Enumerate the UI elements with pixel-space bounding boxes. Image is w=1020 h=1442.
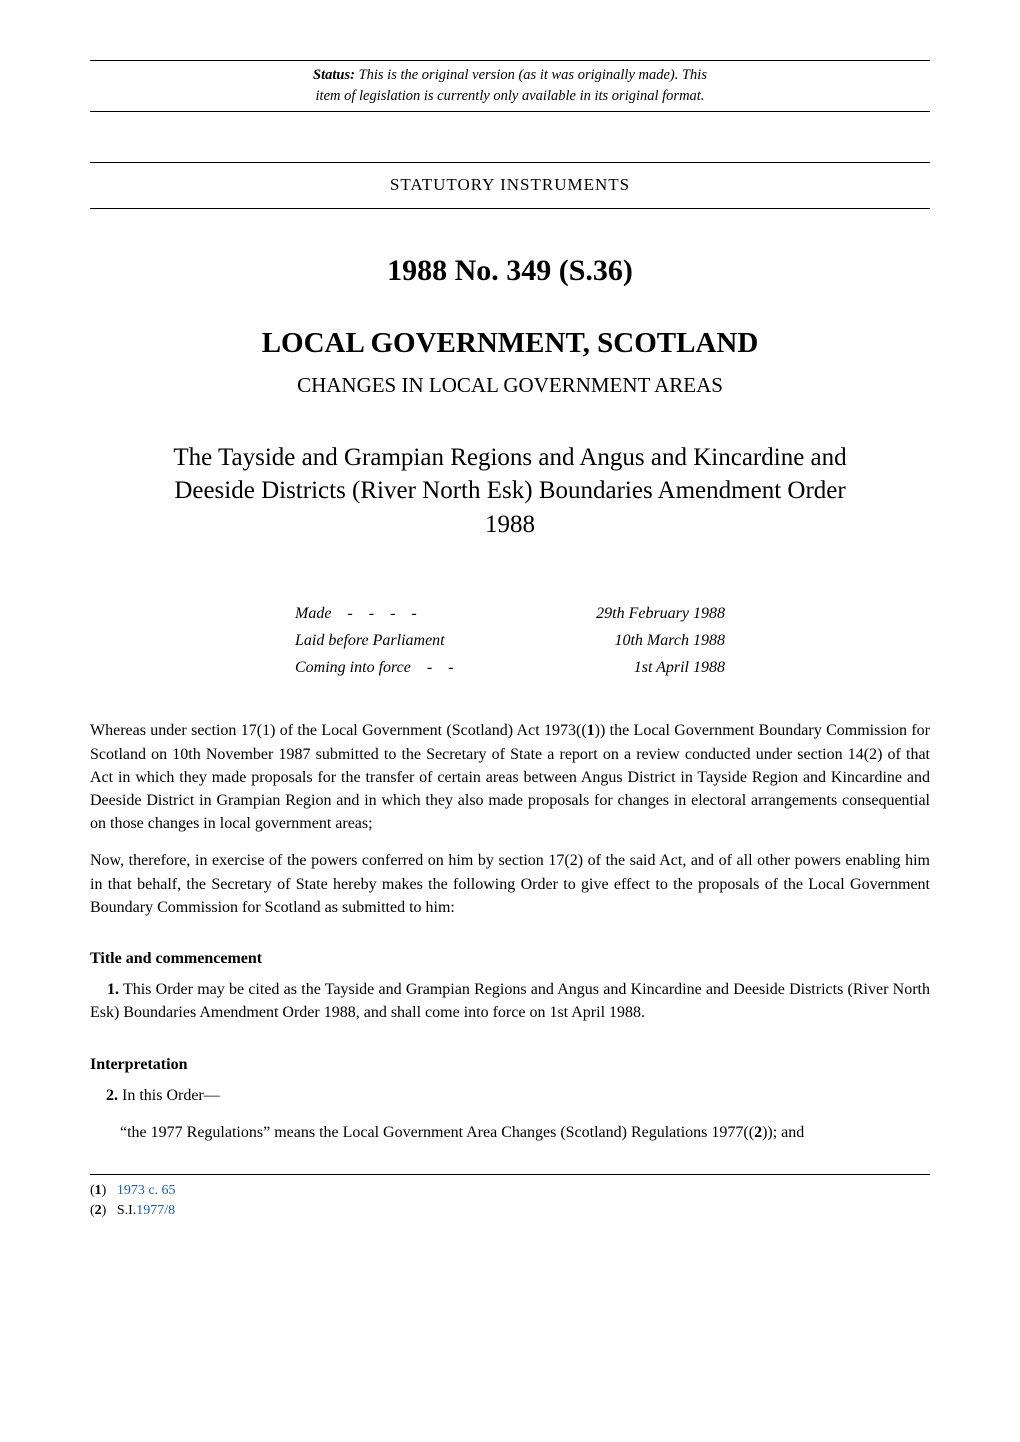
status-line2: item of legislation is currently only av… bbox=[316, 88, 705, 104]
date-row-force: Coming into force - - 1st April 1988 bbox=[295, 656, 725, 679]
made-value: 29th February 1988 bbox=[596, 602, 725, 625]
made-label: Made - - - - bbox=[295, 602, 417, 625]
force-value: 1st April 1988 bbox=[634, 656, 725, 679]
para-2-body: In this Order— bbox=[118, 1087, 220, 1104]
para-2-quote-b: )); and bbox=[762, 1124, 804, 1141]
footnote-ref-1: 1 bbox=[587, 722, 595, 739]
footnote-rule bbox=[90, 1174, 930, 1175]
para-2-num: 2. bbox=[106, 1087, 118, 1104]
force-label: Coming into force - - bbox=[295, 656, 454, 679]
footnote-2-num: 2 bbox=[95, 1203, 102, 1218]
status-line1: This is the original version (as it was … bbox=[355, 67, 707, 83]
para-1-num: 1. bbox=[107, 981, 119, 998]
laid-label: Laid before Parliament bbox=[295, 629, 445, 652]
subject-title: CHANGES IN LOCAL GOVERNMENT AREAS bbox=[90, 370, 930, 400]
footnote-1-link[interactable]: 1973 c. 65 bbox=[117, 1183, 176, 1198]
para-2-quote: “the 1977 Regulations” means the Local G… bbox=[120, 1121, 930, 1144]
para-2: 2. In this Order— bbox=[90, 1084, 930, 1107]
department-title: LOCAL GOVERNMENT, SCOTLAND bbox=[90, 322, 930, 364]
status-box: Status: This is the original version (as… bbox=[90, 60, 930, 112]
footnote-ref-2: 2 bbox=[754, 1124, 762, 1141]
order-number: 1988 No. 349 (S.36) bbox=[90, 249, 930, 293]
footnote-1-num: 1 bbox=[95, 1183, 102, 1198]
date-row-laid: Laid before Parliament 10th March 1988 bbox=[295, 629, 725, 652]
heading-interpretation: Interpretation bbox=[90, 1053, 930, 1076]
statutory-instruments-line: STATUTORY INSTRUMENTS bbox=[90, 162, 930, 209]
footnote-ref-2-num: 2 bbox=[754, 1124, 762, 1141]
order-title: The Tayside and Grampian Regions and Ang… bbox=[170, 441, 850, 542]
footnote-ref-1-num: 1 bbox=[587, 722, 595, 739]
status-label: Status: bbox=[313, 67, 355, 83]
heading-title-commencement: Title and commencement bbox=[90, 947, 930, 970]
footnote-2-link[interactable]: 1977/8 bbox=[136, 1203, 175, 1218]
date-row-made: Made - - - - 29th February 1988 bbox=[295, 602, 725, 625]
laid-value: 10th March 1988 bbox=[614, 629, 725, 652]
footnote-1: (1) 1973 c. 65 bbox=[90, 1181, 930, 1201]
footnote-2: (2) S.I.1977/8 bbox=[90, 1201, 930, 1221]
para-1-body: This Order may be cited as the Tayside a… bbox=[90, 981, 930, 1021]
preamble-p1a: Whereas under section 17(1) of the Local… bbox=[90, 722, 587, 739]
para-2-quote-a: “the 1977 Regulations” means the Local G… bbox=[120, 1124, 754, 1141]
para-1: 1. This Order may be cited as the Taysid… bbox=[90, 978, 930, 1024]
footnote-2-prefix: S.I. bbox=[117, 1203, 136, 1218]
dates-block: Made - - - - 29th February 1988 Laid bef… bbox=[295, 602, 725, 680]
preamble-p2: Now, therefore, in exercise of the power… bbox=[90, 849, 930, 919]
preamble-p1: Whereas under section 17(1) of the Local… bbox=[90, 719, 930, 835]
footnote-1-label: (1) bbox=[90, 1183, 106, 1198]
footnote-2-label: (2) bbox=[90, 1203, 106, 1218]
